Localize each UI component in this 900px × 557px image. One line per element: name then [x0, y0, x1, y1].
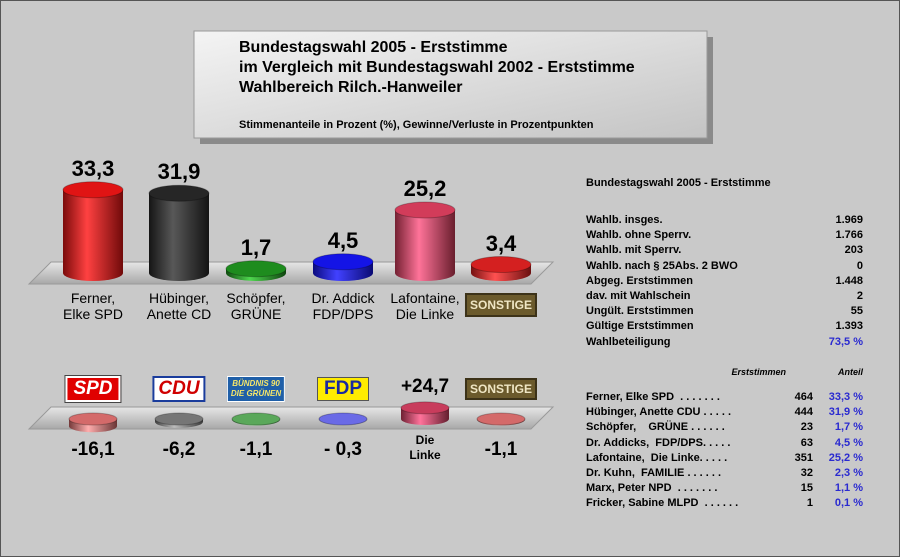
column-header: Anteil: [837, 367, 863, 377]
category-label: CDU: [152, 376, 206, 402]
candidate-votes: 15: [800, 482, 813, 495]
value-label: 3,4: [485, 230, 517, 256]
candidate-share: 2,3 %: [834, 467, 863, 479]
category-label: FDP: [317, 377, 369, 401]
candidate-name: Hübinger, Anette CDU . . . . .: [586, 406, 732, 419]
candidate-votes: 444: [794, 406, 813, 419]
candidate-name: Fricker, Sabine MLPD . . . . . .: [586, 497, 739, 510]
category-label: Hübinger, Anette CD: [146, 290, 212, 322]
candidate-votes: 351: [794, 451, 813, 464]
bar-top: [231, 412, 281, 426]
bar-top: [68, 412, 118, 426]
value-label: -1,1: [484, 439, 518, 460]
bar-top: [400, 401, 450, 415]
value-label: +24,7: [400, 375, 450, 397]
candidate-votes: 32: [800, 467, 813, 479]
title: Bundestagswahl 2005 - Erststimme: [239, 39, 508, 56]
category-label: SONSTIGE: [464, 378, 538, 400]
bar: [149, 193, 209, 273]
title-box: [193, 30, 708, 139]
value-label: 31,9: [157, 159, 201, 185]
bar-top: [148, 184, 210, 202]
candidate-name: Dr. Kuhn, FAMILIE . . . . . .: [586, 467, 722, 479]
candidate-name: Marx, Peter NPD . . . . . . .: [586, 482, 718, 495]
category-label: BÜNDNIS 90 DIE GRÜNEN: [226, 376, 286, 402]
bar: [395, 210, 455, 273]
subtitle: Stimmenanteile in Prozent (%), Gewinne/V…: [239, 119, 594, 131]
bar: [63, 189, 123, 273]
value-label: 4,5: [327, 227, 359, 253]
category-label: SPD: [64, 375, 122, 403]
category-label: Schöpfer, GRÜNE: [226, 290, 286, 322]
row-label: Wahlb. ohne Sperrv.: [586, 229, 692, 242]
column-header: Erststimmen: [731, 367, 786, 377]
row-value: 203: [844, 244, 863, 257]
category-label: Dr. Addick FDP/DPS: [311, 290, 375, 322]
row-label: Abgeg. Erststimmen: [586, 274, 693, 287]
category-label: Die Linke: [409, 433, 441, 462]
candidate-share: 25,2 %: [828, 451, 863, 464]
candidate-share: 1,1 %: [834, 482, 863, 495]
candidate-votes: 63: [800, 436, 813, 449]
value-label: 25,2: [403, 176, 447, 201]
row-value: 55: [850, 305, 863, 318]
row-label: Wahlb. nach § 25Abs. 2 BWO: [586, 259, 738, 272]
candidate-votes: 464: [794, 391, 813, 403]
candidate-name: Lafontaine, Die Linke. . . . .: [586, 451, 728, 464]
value-label: 33,3: [71, 155, 115, 181]
row-value: 1.448: [835, 274, 863, 287]
candidate-votes: 1: [806, 497, 813, 510]
candidate-name: Dr. Addicks, FDP/DPS. . . . .: [586, 436, 731, 449]
value-label: -6,2: [162, 439, 196, 460]
candidate-share: 4,5 %: [834, 436, 863, 449]
bar-top: [62, 181, 124, 199]
row-label: Wahlb. mit Sperrv.: [586, 244, 682, 257]
row-value: 73,5 %: [828, 335, 863, 348]
candidate-name: Ferner, Elke SPD . . . . . . .: [586, 391, 720, 403]
value-label: -16,1: [71, 439, 115, 460]
row-value: 1.766: [835, 229, 863, 242]
table-title: Bundestagswahl 2005 - Erststimme: [586, 177, 771, 189]
bar-top: [154, 412, 204, 426]
value-label: -1,1: [239, 439, 273, 460]
candidate-votes: 23: [800, 421, 813, 434]
row-label: dav. mit Wahlschein: [586, 290, 691, 302]
candidate-share: 1,7 %: [834, 421, 863, 434]
row-value: 0: [856, 259, 863, 272]
bar-top: [312, 253, 374, 271]
bar-top: [470, 256, 532, 273]
row-label: Ungült. Erststimmen: [586, 305, 694, 318]
title: im Vergleich mit Bundestagswahl 2002 - E…: [239, 59, 635, 76]
row-label: Gültige Erststimmen: [586, 320, 694, 333]
category-label: Lafontaine, Die Linke: [390, 290, 460, 322]
bar-top: [318, 412, 368, 426]
row-label: Wahlbeteiligung: [586, 335, 671, 348]
value-label: - 0,3: [323, 439, 363, 460]
bar-top: [225, 260, 287, 278]
bar-top: [476, 412, 526, 426]
category-label: SONSTIGE: [464, 293, 538, 317]
row-value: 1.393: [835, 320, 863, 333]
candidate-share: 0,1 %: [834, 497, 863, 510]
candidate-share: 33,3 %: [828, 391, 863, 403]
row-value: 2: [856, 290, 863, 302]
value-label: 1,7: [240, 234, 272, 260]
candidate-share: 31,9 %: [828, 406, 863, 419]
candidate-name: Schöpfer, GRÜNE . . . . . .: [586, 421, 725, 434]
bar-top: [394, 201, 456, 219]
title: Wahlbereich Rilch.-Hanweiler: [239, 79, 463, 96]
row-label: Wahlb. insges.: [586, 214, 663, 226]
category-label: Ferner, Elke SPD: [63, 290, 123, 322]
row-value: 1.969: [835, 214, 863, 226]
